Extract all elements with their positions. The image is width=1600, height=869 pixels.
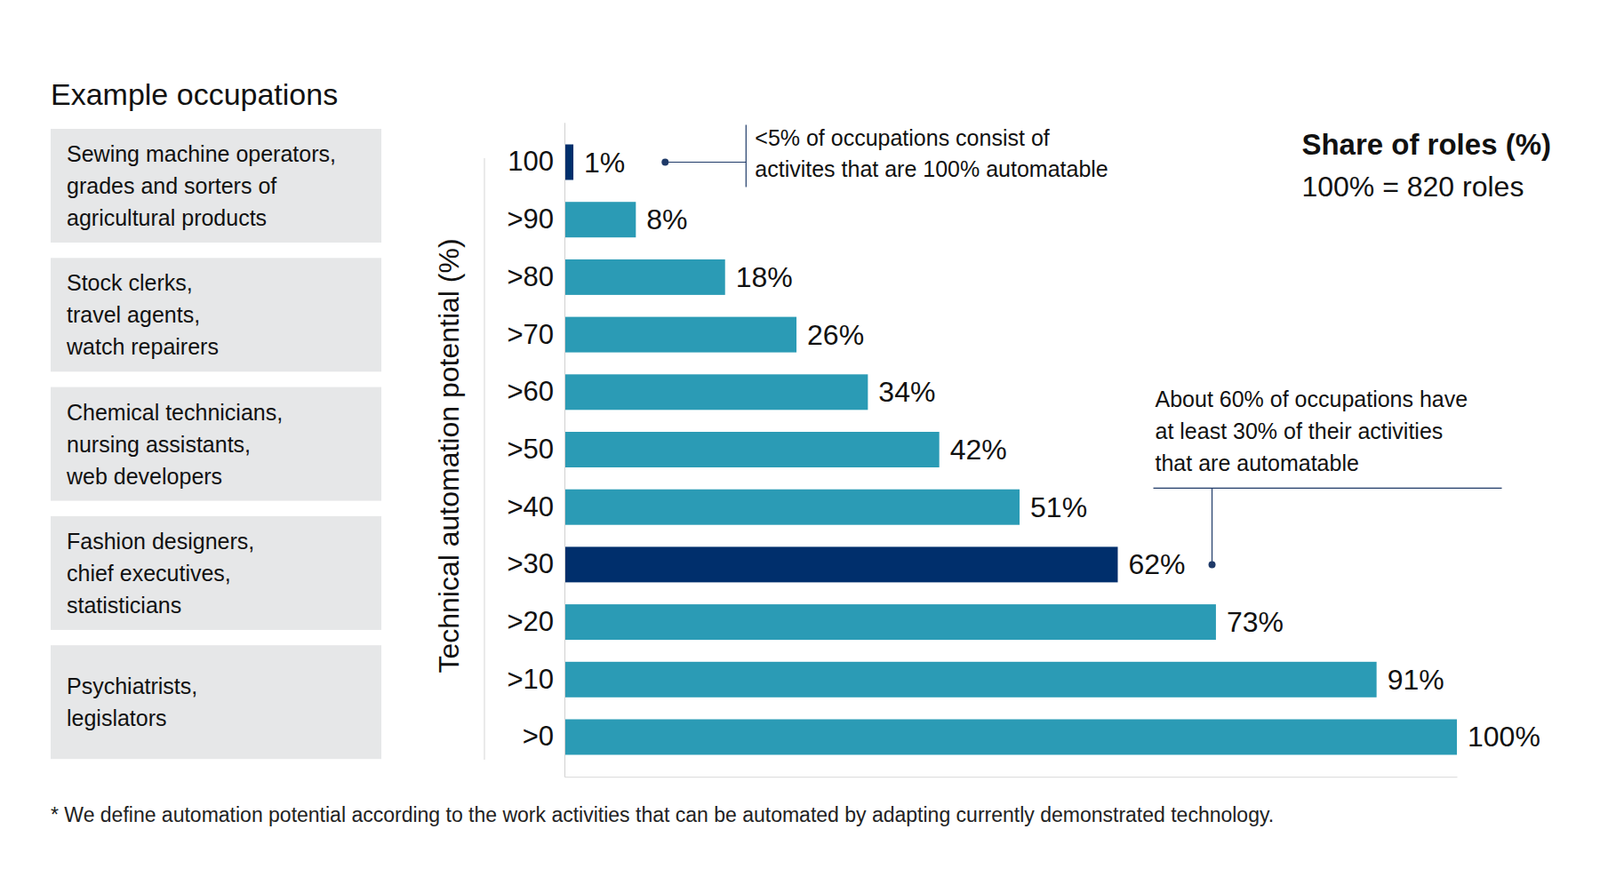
annotation-text: About 60% of occupations have <box>1155 386 1469 412</box>
axis-title: Technical automation potential (%) <box>432 238 465 673</box>
annotation: About 60% of occupations have at least 30… <box>1153 386 1503 568</box>
data-label: 51% <box>1030 491 1088 524</box>
occupation-text: Psychiatrists, <box>66 673 198 699</box>
category-axis: 100 >90 >80 >70 >60 >50 >40 >30 >20 >10 >0 <box>506 122 565 777</box>
tick: >50 <box>506 433 565 465</box>
value-axis <box>565 776 1458 778</box>
occupation-text: Sewing machine operators, <box>66 141 336 167</box>
tick: >10 <box>506 664 565 696</box>
bar <box>564 144 574 181</box>
tick: >30 <box>506 548 565 580</box>
annotation-line <box>1153 488 1503 489</box>
bar <box>564 489 1020 526</box>
annotation-text: at least 30% of their activities <box>1155 418 1444 444</box>
occupation-box <box>50 387 382 502</box>
bar <box>564 201 636 238</box>
annotation-line <box>745 125 747 188</box>
tick-label: >90 <box>506 203 554 235</box>
title: Share of roles (%) <box>1301 128 1552 161</box>
data-label: 1% <box>584 146 625 179</box>
occupation-box <box>50 516 382 631</box>
annotation-text: that are automatable <box>1155 450 1360 476</box>
tick-label: >80 <box>506 261 554 293</box>
tick-label: >40 <box>506 491 554 523</box>
tick: >60 <box>506 376 565 408</box>
bar <box>564 604 1216 640</box>
occupation-box <box>50 645 382 760</box>
data-label: 100% <box>1467 720 1541 753</box>
occupation-box <box>50 257 382 372</box>
occupation-text: grades and sorters of <box>66 173 277 199</box>
occupation-box <box>50 128 382 243</box>
annotation: <5% of occupations consist of activites t… <box>661 125 1108 188</box>
occupation-text: Chemical technicians, <box>66 400 283 425</box>
chart-root: Example occupations Sewing machine operat… <box>0 0 1600 869</box>
bar <box>564 317 797 353</box>
data-label: 73% <box>1226 606 1284 639</box>
bar <box>564 259 726 296</box>
data-label: 18% <box>736 261 793 294</box>
tick-label: >20 <box>506 606 554 638</box>
occupation-text: agricultural products <box>66 205 267 231</box>
occupation-text: web developers <box>65 464 223 489</box>
tick: >70 <box>506 319 565 351</box>
subtitle: 100% = 820 roles <box>1301 170 1524 203</box>
tick: >90 <box>506 203 565 235</box>
data-label: 42% <box>950 433 1008 466</box>
tick: >40 <box>506 491 565 523</box>
occupation-text: travel agents, <box>66 302 200 328</box>
bars <box>564 144 1457 756</box>
bar <box>564 546 1118 583</box>
annotation-text: <5% of occupations consist of <box>754 125 1049 151</box>
example-occupations: Example occupations Sewing machine operat… <box>50 77 382 760</box>
tick: >20 <box>506 606 565 638</box>
tick: >80 <box>506 261 565 293</box>
data-label: 8% <box>646 203 688 236</box>
data-labels: 1% 8% 18% 26% 34% 42% 51% 62% 73% 91% 100% <box>584 146 1541 754</box>
bar <box>564 720 1457 756</box>
data-label: 34% <box>878 376 936 408</box>
data-label: 91% <box>1387 664 1445 696</box>
footnote: * We define automation potential accordi… <box>50 803 1274 827</box>
tick-label: >50 <box>506 433 554 465</box>
tick-label: >70 <box>506 319 554 351</box>
occupation-text: legislators <box>66 705 168 731</box>
occupation-text: watch repairers <box>65 334 219 360</box>
occupation-text: chief executives, <box>66 560 232 586</box>
tick-label: >30 <box>506 548 554 580</box>
bar <box>564 374 868 410</box>
annotations: <5% of occupations consist of activites t… <box>661 125 1502 569</box>
axis-line <box>565 776 1458 778</box>
occupation-text: Fashion designers, <box>66 528 255 554</box>
annotation-line <box>1211 488 1213 565</box>
tick-label: >0 <box>522 720 554 752</box>
layout-rule <box>483 158 486 760</box>
occupation-text: statisticians <box>66 592 182 618</box>
chart-svg: Example occupations Sewing machine operat… <box>0 0 1600 869</box>
bar <box>564 432 940 468</box>
panel-title: Example occupations <box>50 77 338 112</box>
axis-line <box>564 122 566 777</box>
tick: 100 <box>507 145 565 177</box>
tick-label: 100 <box>507 145 554 177</box>
tick-label: >10 <box>506 664 554 696</box>
occupation-text: Stock clerks, <box>66 270 193 296</box>
annotation-line <box>664 161 746 163</box>
bar <box>564 662 1377 698</box>
data-label: 26% <box>807 319 864 352</box>
tick: >0 <box>522 720 565 752</box>
data-label: 62% <box>1128 548 1185 581</box>
tick-label: >60 <box>506 376 554 408</box>
annotation-text: activites that are 100% automatable <box>754 156 1108 182</box>
occupation-text: nursing assistants, <box>66 432 251 457</box>
